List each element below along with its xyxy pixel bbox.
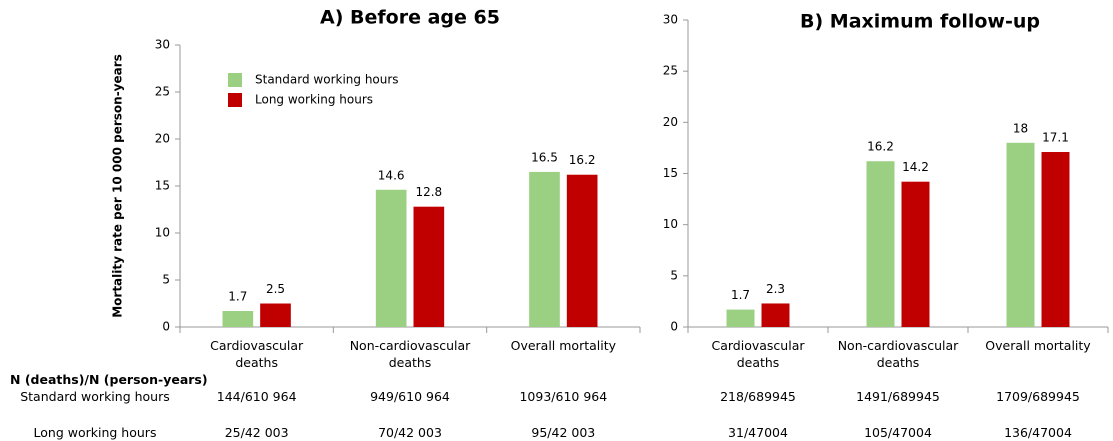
row-label: Long working hours xyxy=(33,425,157,440)
x-tick-label: Overall mortality xyxy=(985,338,1091,353)
chart-title: A) Before age 65 xyxy=(320,7,500,29)
y-tick-label: 10 xyxy=(155,226,170,240)
table-cell: 218/689945 xyxy=(720,389,796,404)
bar xyxy=(901,181,930,327)
table-cell: 1093/610 964 xyxy=(519,389,608,404)
y-tick-label: 25 xyxy=(155,85,170,99)
bar xyxy=(529,171,560,327)
bar xyxy=(1006,142,1035,327)
y-tick-label: 5 xyxy=(162,273,170,287)
table-cell: 136/47004 xyxy=(1004,425,1072,440)
value-label: 1.7 xyxy=(731,288,750,302)
x-tick-label: Non-cardiovascular deaths xyxy=(349,338,471,370)
table-cell: 1491/689945 xyxy=(856,389,940,404)
table-cell: 144/610 964 xyxy=(216,389,297,404)
value-label: 2.5 xyxy=(266,282,285,296)
value-label: 14.2 xyxy=(902,160,929,174)
y-tick-label: 15 xyxy=(155,179,170,193)
legend-swatch xyxy=(228,93,242,107)
y-tick-label: 0 xyxy=(670,320,678,334)
value-label: 16.5 xyxy=(531,150,558,164)
value-label: 16.2 xyxy=(569,153,596,167)
row-label: Standard working hours xyxy=(20,389,170,404)
y-tick-label: 25 xyxy=(663,64,678,78)
legend-label: Long working hours xyxy=(255,93,373,107)
bar xyxy=(761,303,790,327)
y-tick-label: 15 xyxy=(663,166,678,180)
bar xyxy=(866,161,895,327)
table-cell: 1709/689945 xyxy=(996,389,1080,404)
x-tick-label: Cardiovascular deaths xyxy=(711,338,805,370)
bar xyxy=(726,309,755,327)
table-cell: 949/610 964 xyxy=(370,389,450,404)
value-label: 17.1 xyxy=(1042,131,1069,145)
legend-swatch xyxy=(228,73,242,87)
bar xyxy=(375,189,407,327)
table-cell: 95/42 003 xyxy=(531,425,596,440)
value-label: 16.2 xyxy=(867,140,894,154)
value-label: 12.8 xyxy=(415,185,442,199)
table-cell: 105/47004 xyxy=(864,425,932,440)
table-header: N (deaths)/N (person-years) xyxy=(10,372,208,387)
x-tick-label: Cardiovascular deaths xyxy=(210,338,304,370)
y-tick-label: 20 xyxy=(155,132,170,146)
bar xyxy=(413,206,445,327)
table-cell: 70/42 003 xyxy=(378,425,442,440)
value-label: 2.3 xyxy=(766,282,785,296)
bar xyxy=(222,311,254,327)
y-tick-label: 5 xyxy=(670,268,678,282)
x-tick-label: Overall mortality xyxy=(510,338,617,353)
bar xyxy=(1041,152,1070,327)
table-cell: 31/47004 xyxy=(728,425,788,440)
bar xyxy=(260,303,291,327)
table-cell: 25/42 003 xyxy=(224,425,289,440)
y-tick-label: 10 xyxy=(663,217,678,231)
x-tick-label: Non-cardiovascular deaths xyxy=(837,338,959,370)
value-label: 14.6 xyxy=(378,168,405,182)
value-label: 1.7 xyxy=(228,290,247,304)
bar xyxy=(566,174,598,327)
y-tick-label: 20 xyxy=(663,115,678,129)
legend-label: Standard working hours xyxy=(255,73,399,87)
y-tick-label: 30 xyxy=(155,38,170,52)
y-tick-label: 0 xyxy=(162,320,170,334)
value-label: 18 xyxy=(1013,121,1028,135)
chart-title: B) Maximum follow-up xyxy=(800,11,1040,33)
y-axis-label: Mortality rate per 10 000 person-years xyxy=(111,54,125,318)
y-tick-label: 30 xyxy=(663,13,678,27)
